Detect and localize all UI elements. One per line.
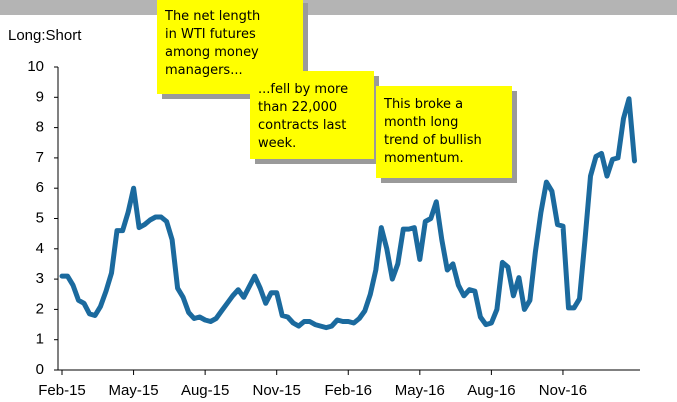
x-tick-label: May-15 (109, 382, 159, 399)
y-tick-label: 4 (36, 240, 44, 257)
annotations: The net length in WTI futures among money m… (157, 0, 517, 183)
annotation-text: contracts last (258, 118, 346, 133)
y-tick-label: 2 (36, 300, 44, 317)
y-tick-label: 3 (36, 270, 44, 287)
annotation-text: month long (384, 115, 458, 130)
y-tick-label: 1 (36, 331, 44, 348)
x-tick-label: Aug-16 (467, 382, 515, 399)
x-tick-label: Nov-16 (539, 382, 587, 399)
y-tick-label: 5 (36, 209, 44, 226)
x-tick-label: May-16 (395, 382, 445, 399)
annotation-text: The net length (164, 9, 260, 24)
annotation-text: week. (258, 136, 296, 151)
y-axis-label: Long:Short (8, 27, 82, 44)
annotation-text: than 22,000 (258, 100, 337, 115)
annotation-text: managers... (165, 63, 243, 78)
plot: 0 1 2 3 4 5 6 7 8 9 10 Feb-15 May-15 Aug-15 Nov-15 Feb-… (27, 58, 640, 399)
y-tick-label: 7 (36, 149, 44, 166)
annotation-box (250, 71, 374, 159)
y-tick-label: 10 (27, 58, 44, 75)
annotation-box (376, 86, 512, 178)
y-tick-label: 6 (36, 179, 44, 196)
annotation-text: ...fell by more (258, 82, 348, 97)
x-tick-label: Nov-15 (253, 382, 301, 399)
x-tick-label: Aug-15 (181, 382, 229, 399)
header-bar (0, 0, 677, 15)
data-line (59, 96, 637, 331)
x-tick-label: Feb-15 (38, 382, 86, 399)
y-tick-label: 0 (36, 361, 44, 378)
annotation-text: in WTI futures (165, 27, 256, 42)
annotation-text: among money (165, 45, 259, 60)
y-tick-label: 8 (36, 119, 44, 136)
annotation-text: This broke a (383, 97, 463, 112)
x-tick-label: Feb-16 (324, 382, 372, 399)
annotation-text: trend of bullish (384, 133, 482, 148)
annotation-text: momentum. (384, 151, 464, 166)
y-tick-label: 9 (36, 88, 44, 105)
